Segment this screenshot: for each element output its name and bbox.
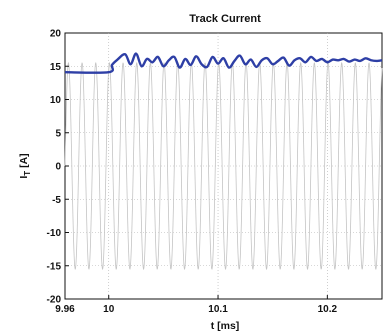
x-tick-label: 10.1 xyxy=(208,304,228,315)
y-tick-label: 15 xyxy=(50,62,62,73)
y-tick-label: 10 xyxy=(50,95,62,106)
x-tick-label: 10 xyxy=(103,304,115,315)
y-tick-label: -15 xyxy=(47,261,62,272)
y-tick-label: -10 xyxy=(47,228,62,239)
x-axis-label: t [ms] xyxy=(211,320,240,332)
instantaneous-current-line xyxy=(64,61,383,271)
y-tick-label: 0 xyxy=(55,162,61,173)
instantaneous-current-series xyxy=(64,61,383,271)
y-axis-label: IT [A] xyxy=(18,153,32,178)
envelope-current-line xyxy=(64,52,383,74)
x-tick-label: 10.2 xyxy=(318,304,338,315)
y-tick-label: -20 xyxy=(47,295,62,306)
chart-title: Track Current xyxy=(189,13,261,25)
axis-ticks: 20 15 10 5 0 -5 -10 -15 -209.96 10 10.1 10.2 xyxy=(47,29,338,316)
y-tick-label: 5 xyxy=(55,128,61,139)
y-tick-label: 20 xyxy=(50,29,62,40)
envelope-current-series xyxy=(64,52,383,74)
y-tick-label: -5 xyxy=(52,195,61,206)
grid xyxy=(65,33,382,299)
x-tick-label: 9.96 xyxy=(55,304,75,315)
